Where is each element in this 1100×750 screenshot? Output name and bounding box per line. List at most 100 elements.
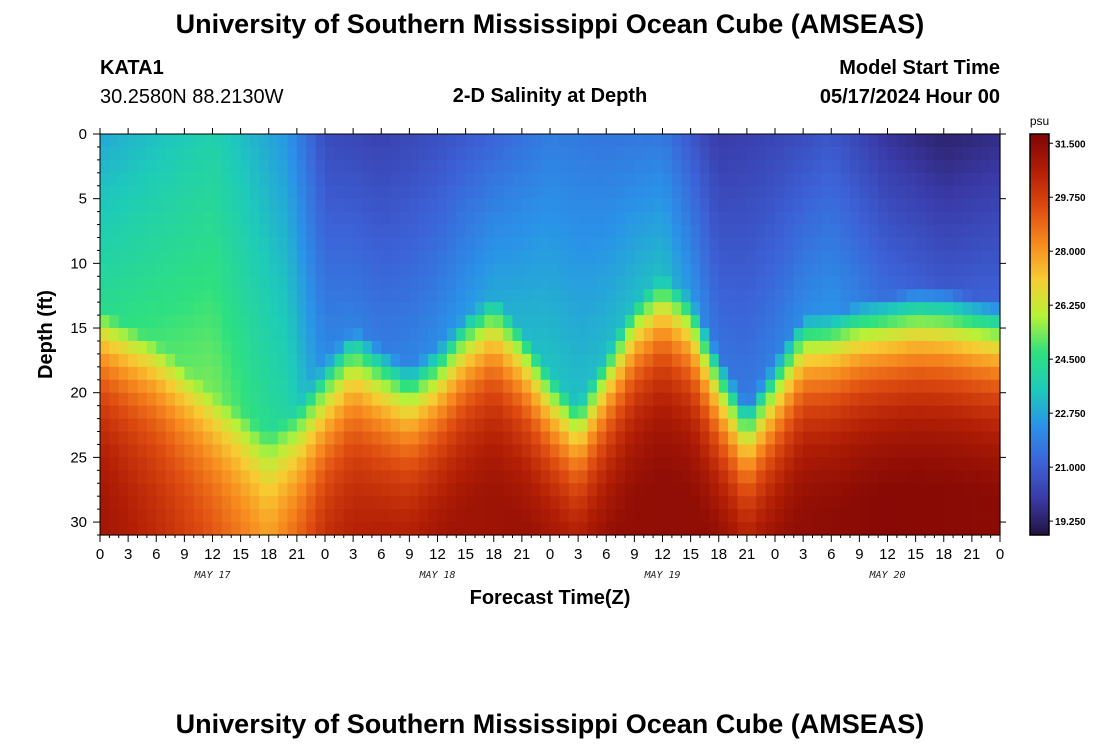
heatmap-cell bbox=[559, 237, 570, 252]
heatmap-cell bbox=[493, 172, 504, 187]
heatmap-cell bbox=[671, 392, 682, 407]
heatmap-cell bbox=[728, 522, 739, 536]
heatmap-cell bbox=[615, 418, 626, 433]
heatmap-cell bbox=[990, 379, 1001, 394]
heatmap-cell bbox=[981, 134, 992, 148]
heatmap-cell bbox=[512, 276, 523, 290]
heatmap-cell bbox=[409, 328, 420, 342]
heatmap-cell bbox=[971, 146, 982, 161]
heatmap-cell bbox=[371, 328, 382, 342]
heatmap-cell bbox=[690, 185, 701, 200]
heatmap-cell bbox=[428, 483, 439, 497]
heatmap-cell bbox=[793, 276, 804, 290]
heatmap-cell bbox=[681, 237, 692, 252]
heatmap-cell bbox=[184, 444, 195, 458]
heatmap-cell bbox=[540, 185, 551, 200]
heatmap-cell bbox=[353, 340, 364, 355]
heatmap-cell bbox=[109, 250, 120, 264]
heatmap-cell bbox=[540, 366, 551, 381]
heatmap-cell bbox=[456, 211, 467, 226]
heatmap-cell bbox=[887, 198, 898, 213]
heatmap-cell bbox=[493, 237, 504, 252]
heatmap-cell bbox=[934, 146, 945, 161]
colorbar-unit: psu bbox=[1030, 114, 1049, 128]
heatmap-cell bbox=[756, 146, 767, 161]
heatmap-cell bbox=[896, 353, 907, 368]
heatmap-cell bbox=[915, 211, 926, 226]
heatmap-cell bbox=[681, 522, 692, 536]
heatmap-cell bbox=[212, 211, 223, 226]
heatmap-cell bbox=[906, 496, 917, 510]
heatmap-cell bbox=[568, 198, 579, 213]
heatmap-cell bbox=[531, 250, 542, 264]
heatmap-cell bbox=[165, 224, 176, 239]
heatmap-cell bbox=[268, 146, 279, 161]
heatmap-cell bbox=[334, 315, 345, 329]
heatmap-cell bbox=[221, 224, 232, 239]
heatmap-cell bbox=[643, 328, 654, 342]
heatmap-cell bbox=[596, 457, 607, 471]
heatmap-cell bbox=[728, 457, 739, 471]
heatmap-cell bbox=[100, 237, 110, 252]
heatmap-cell bbox=[784, 470, 795, 484]
heatmap-cell bbox=[653, 509, 664, 523]
heatmap-cell bbox=[803, 340, 814, 355]
heatmap-cell bbox=[503, 289, 514, 303]
heatmap-cell bbox=[325, 211, 335, 226]
heatmap-cell bbox=[953, 328, 964, 342]
heatmap-cell bbox=[381, 496, 392, 510]
heatmap-cell bbox=[353, 302, 364, 316]
heatmap-cell bbox=[812, 198, 823, 213]
heatmap-cell bbox=[137, 237, 148, 252]
heatmap-cell bbox=[484, 418, 495, 433]
heatmap-cell bbox=[475, 328, 485, 342]
heatmap-cell bbox=[521, 522, 532, 536]
colorbar: psu31.50029.75028.00026.25024.50022.7502… bbox=[1029, 114, 1086, 536]
heatmap-cell bbox=[353, 237, 364, 252]
heatmap-cell bbox=[718, 328, 729, 342]
heatmap-cell bbox=[643, 418, 654, 433]
heatmap-cell bbox=[756, 289, 767, 303]
heatmap-cell bbox=[278, 146, 289, 161]
heatmap-cell bbox=[390, 418, 401, 433]
heatmap-cell bbox=[165, 483, 176, 497]
heatmap-cell bbox=[821, 405, 832, 420]
heatmap-cell bbox=[681, 509, 692, 523]
heatmap-cell bbox=[503, 457, 514, 471]
heatmap-cell bbox=[146, 315, 157, 329]
heatmap-cell bbox=[803, 509, 814, 523]
heatmap-cell bbox=[662, 146, 673, 161]
heatmap-cell bbox=[437, 483, 448, 497]
heatmap-cell bbox=[334, 146, 345, 161]
heatmap-cell bbox=[240, 522, 251, 536]
heatmap-cell bbox=[493, 315, 504, 329]
heatmap-cell bbox=[381, 522, 392, 536]
heatmap-cell bbox=[700, 353, 710, 368]
heatmap-cell bbox=[925, 509, 935, 523]
heatmap-cell bbox=[784, 198, 795, 213]
heatmap-cell bbox=[184, 211, 195, 226]
heatmap-cell bbox=[259, 224, 270, 239]
heatmap-cell bbox=[175, 198, 185, 213]
heatmap-cell bbox=[437, 211, 448, 226]
heatmap-cell bbox=[812, 134, 823, 148]
heatmap-cell bbox=[390, 353, 401, 368]
heatmap-cell bbox=[615, 405, 626, 420]
heatmap-cell bbox=[878, 483, 889, 497]
heatmap-cell bbox=[746, 418, 757, 433]
heatmap-cell bbox=[437, 379, 448, 394]
heatmap-cell bbox=[700, 302, 710, 316]
heatmap-cell bbox=[606, 496, 617, 510]
heatmap-cell bbox=[400, 315, 410, 329]
heatmap-cell bbox=[746, 483, 757, 497]
heatmap-cell bbox=[409, 496, 420, 510]
heatmap-cell bbox=[521, 276, 532, 290]
heatmap-cell bbox=[503, 483, 514, 497]
heatmap-cell bbox=[259, 340, 270, 355]
heatmap-cell bbox=[681, 496, 692, 510]
heatmap-cell bbox=[831, 392, 842, 407]
heatmap-cell bbox=[606, 353, 617, 368]
heatmap-cell bbox=[812, 509, 823, 523]
heatmap-cell bbox=[325, 444, 335, 458]
